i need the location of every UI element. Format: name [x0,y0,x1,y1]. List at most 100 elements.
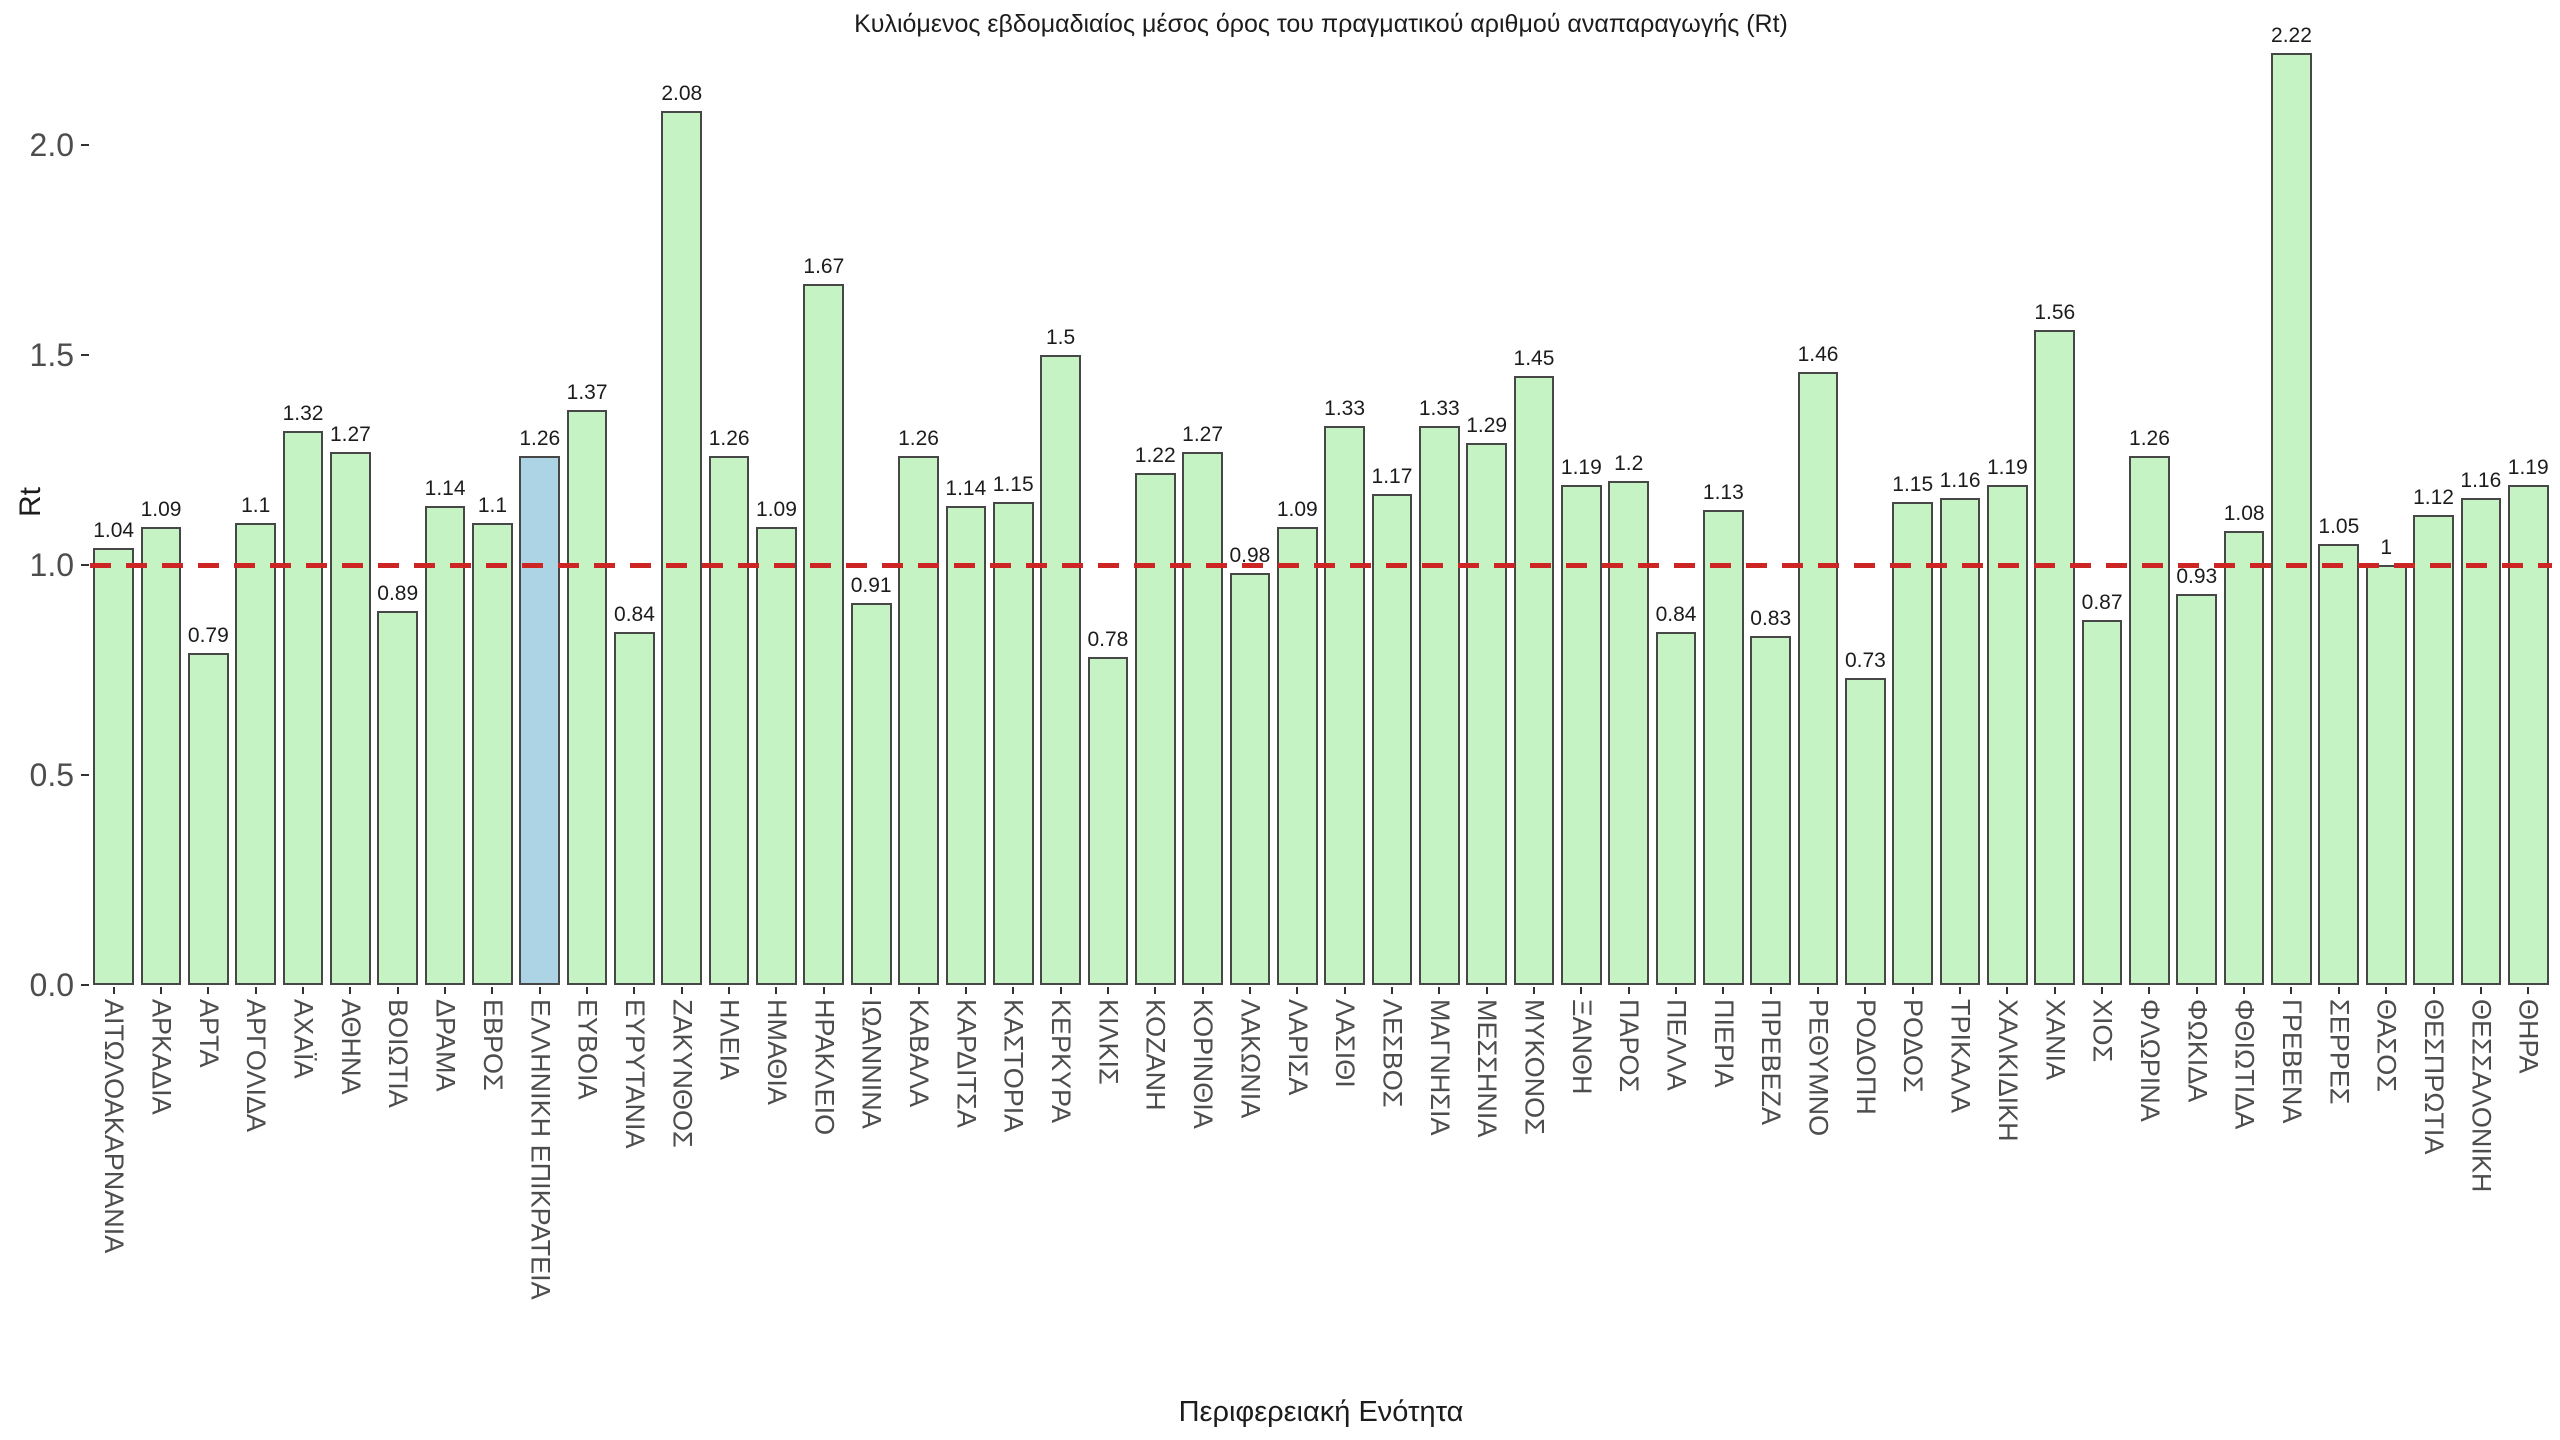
bar-column: 1.15 [990,48,1037,985]
bar-column: 1.14 [942,48,989,985]
bar-value-label: 1.26 [2129,426,2170,450]
x-axis-title: Περιφερειακή Ενότητα [1178,1396,1464,1428]
x-category-cell: ΘΑΣΟΣ [2363,987,2410,1407]
x-tick-label: ΤΡΙΚΑΛΑ [1945,999,1976,1114]
bar [235,523,277,985]
x-tick-mark [870,987,873,994]
bar-column: 1.26 [2126,48,2173,985]
bar-value-label: 1.46 [1797,342,1839,366]
bar-column: 1.15 [1889,48,1936,985]
x-tick-mark [1296,987,1299,994]
y-tick-mark [81,774,89,776]
bar [803,283,845,985]
bar-column: 2.22 [2268,25,2315,985]
bar [1087,657,1129,985]
bar [1845,678,1886,985]
x-category-cell: ΘΕΣΣΑΛΟΝΙΚΗ [2457,987,2504,1407]
bar-column: 1.27 [327,48,374,985]
bar [566,409,608,985]
bar-value-label: 1.04 [93,519,135,543]
bar [2271,52,2312,985]
x-tick-label: ΜΕΣΣΗΝΙΑ [1472,999,1503,1138]
y-tick-mark [81,354,89,356]
bar-column: 1.09 [753,48,800,985]
x-tick-mark [1438,987,1441,994]
x-tick-label: ΚΑΒΑΛΑ [904,999,935,1108]
x-tick-mark [1343,987,1346,994]
bar-value-label: 1.26 [898,426,939,450]
bar-value-label: 1.22 [1134,443,1176,467]
x-tick-label: ΔΡΑΜΑ [430,999,461,1092]
bar-value-label: 1.29 [1466,414,1508,438]
x-tick-mark [1627,987,1630,994]
plot-area: 1.04 1.09 0.79 1.1 1.32 1.27 0.89 1.14 1.1 1.26 1.… [90,25,2552,985]
bar-value-label: 1.15 [992,473,1034,496]
x-tick-label: ΚΑΣΤΟΡΙΑ [998,999,1029,1133]
bar-value-label: 1.19 [1986,456,2028,480]
y-tick-label: 0.0 [29,967,74,1003]
bar [1466,443,1507,985]
x-category-cell: ΑΡΚΑΔΙΑ [137,987,184,1407]
bar-value-label: 1.15 [1892,473,1934,496]
reference-line-rt-1 [90,563,2552,568]
x-category-cell: ΠΑΡΟΣ [1605,987,1652,1407]
bar-value-label: 0.79 [187,624,229,648]
x-tick-label: ΣΕΡΡΕΣ [2324,999,2355,1105]
bar [1797,371,1839,985]
x-tick-label: ΘΕΣΠΡΩΤΙΑ [2419,999,2450,1155]
x-tick-mark [775,987,778,994]
x-tick-label: ΠΑΡΟΣ [1614,999,1645,1093]
x-tick-mark [728,987,731,994]
x-category-cell: ΤΡΙΚΑΛΑ [1936,987,1983,1407]
bar [2460,497,2502,985]
y-tick-mark [81,144,89,146]
bar-column: 1.26 [705,48,752,985]
x-category-cell: ΞΑΝΘΗ [1558,987,1605,1407]
x-tick-mark [254,987,257,994]
bar [2129,455,2170,985]
bar-column: 1.45 [1510,48,1557,985]
bar-column: 0.87 [2078,48,2125,985]
bars-container: 1.04 1.09 0.79 1.1 1.32 1.27 0.89 1.14 1.1 1.26 1.… [90,25,2552,985]
x-category-cell: ΦΛΩΡΙΝΑ [2126,987,2173,1407]
bar [2365,565,2407,985]
bar [1987,485,2028,985]
bar [188,653,229,985]
x-tick-mark [349,987,352,994]
x-tick-label: ΓΡΕΒΕΝΑ [2276,999,2307,1124]
bar-column: 0.89 [374,48,421,985]
x-tick-label: ΒΟΙΩΤΙΑ [383,999,414,1108]
x-category-cell: ΚΟΡΙΝΘΙΑ [1179,987,1226,1407]
x-tick-mark [1769,987,1772,994]
x-tick-mark [917,987,920,994]
chart-title: Κυλιόμενος εβδομαδιαίος μέσος όρος του π… [854,10,1788,38]
x-category-cell: ΑΙΤΩΛΟΑΚΑΡΝΑΝΙΑ [90,987,137,1407]
bar [2318,544,2360,985]
x-tick-mark [160,987,163,994]
x-tick-label: ΘΑΣΟΣ [2371,999,2402,1092]
x-tick-mark [680,987,683,994]
bar-value-label: 1.16 [2460,468,2502,492]
x-category-cell: ΜΕΣΣΗΝΙΑ [1463,987,1510,1407]
x-tick-label: ΑΙΤΩΛΟΑΚΑΡΝΑΝΙΑ [99,999,130,1254]
x-tick-mark [1390,987,1393,994]
x-category-cell: ΕΒΡΟΣ [469,987,516,1407]
x-category-cell: ΙΩΑΝΝΙΝΑ [848,987,895,1407]
x-category-cell: ΕΥΒΟΙΑ [563,987,610,1407]
bar-column: 1.33 [1321,48,1368,985]
y-tick-label: 2.0 [29,127,74,163]
bar [992,502,1034,985]
bar-column: 1.67 [800,48,847,985]
x-category-cell: ΑΧΑΪΑ [279,987,326,1407]
x-tick-mark [2432,987,2435,994]
x-tick-label: ΡΕΘΥΜΝΟ [1803,999,1834,1137]
bar-value-label: 0.83 [1750,607,1792,631]
x-tick-label: ΞΑΝΘΗ [1566,999,1597,1095]
bar-value-label: 2.08 [661,82,703,106]
x-tick-mark [1012,987,1015,994]
bar-value-label: 1.32 [282,401,324,425]
bar-column: 0.78 [1084,48,1131,985]
x-category-cell: ΚΟΖΑΝΗ [1132,987,1179,1407]
bar-highlighted [519,455,561,985]
